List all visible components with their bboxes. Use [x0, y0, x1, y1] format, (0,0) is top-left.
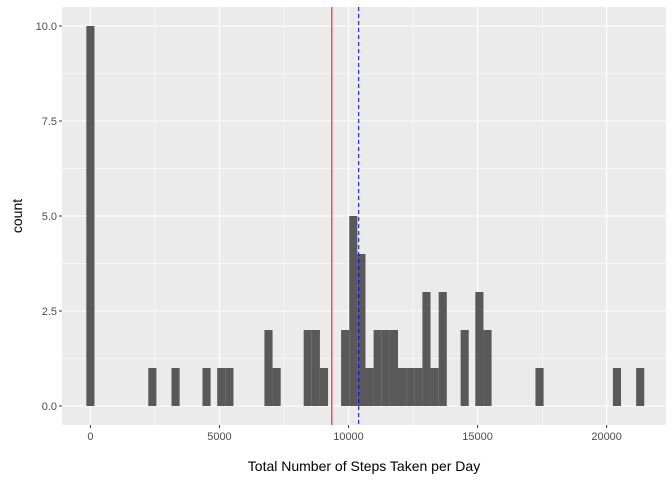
y-tick-label: 0.0: [42, 401, 57, 413]
histogram-bar: [225, 368, 234, 406]
histogram-bar: [406, 368, 415, 406]
histogram-bar: [264, 330, 273, 406]
histogram-bar: [475, 292, 484, 406]
x-tick-label: 15000: [462, 431, 493, 443]
histogram-bar: [381, 330, 390, 406]
histogram-bar: [398, 368, 407, 406]
histogram-bar: [349, 216, 358, 406]
histogram-bar: [272, 368, 281, 406]
histogram-bar: [389, 330, 399, 406]
x-axis-title: Total Number of Steps Taken per Day: [248, 458, 480, 474]
axis-ticks: 0.0 2.5 5.0 7.5 10.0 0 5000 10000 15000 20000: [36, 21, 622, 443]
reference-lines: [331, 7, 360, 425]
histogram-bar: [357, 254, 366, 406]
histogram-bar: [86, 26, 95, 406]
histogram-bar: [311, 330, 320, 406]
histogram-bar: [483, 330, 492, 406]
histogram-bar: [319, 368, 329, 406]
y-tick-label: 2.5: [42, 306, 57, 318]
histogram-bar: [438, 292, 447, 406]
x-tick-label: 20000: [591, 431, 622, 443]
x-tick-label: 0: [87, 431, 93, 443]
histogram-bar: [636, 368, 645, 406]
y-axis-title: count: [9, 199, 25, 233]
y-tick-label: 5.0: [42, 211, 57, 223]
histogram-bar: [422, 292, 431, 406]
histogram-bar: [460, 330, 469, 406]
histogram-bar: [612, 368, 622, 406]
histogram-bar: [303, 330, 312, 406]
histogram-bars: [86, 26, 645, 406]
histogram-bar: [341, 330, 350, 406]
x-tick-label: 5000: [207, 431, 231, 443]
histogram-bar: [171, 368, 180, 406]
histogram-bar: [202, 368, 211, 406]
histogram-bar: [373, 330, 382, 406]
histogram-bar: [217, 368, 226, 406]
y-tick-label: 10.0: [36, 21, 57, 33]
x-tick-label: 10000: [333, 431, 364, 443]
histogram-bar: [365, 368, 374, 406]
histogram-bar: [148, 368, 157, 406]
histogram-bar: [414, 368, 423, 406]
y-tick-label: 7.5: [42, 116, 57, 128]
histogram-bar: [430, 368, 439, 406]
histogram-bar: [535, 368, 544, 406]
